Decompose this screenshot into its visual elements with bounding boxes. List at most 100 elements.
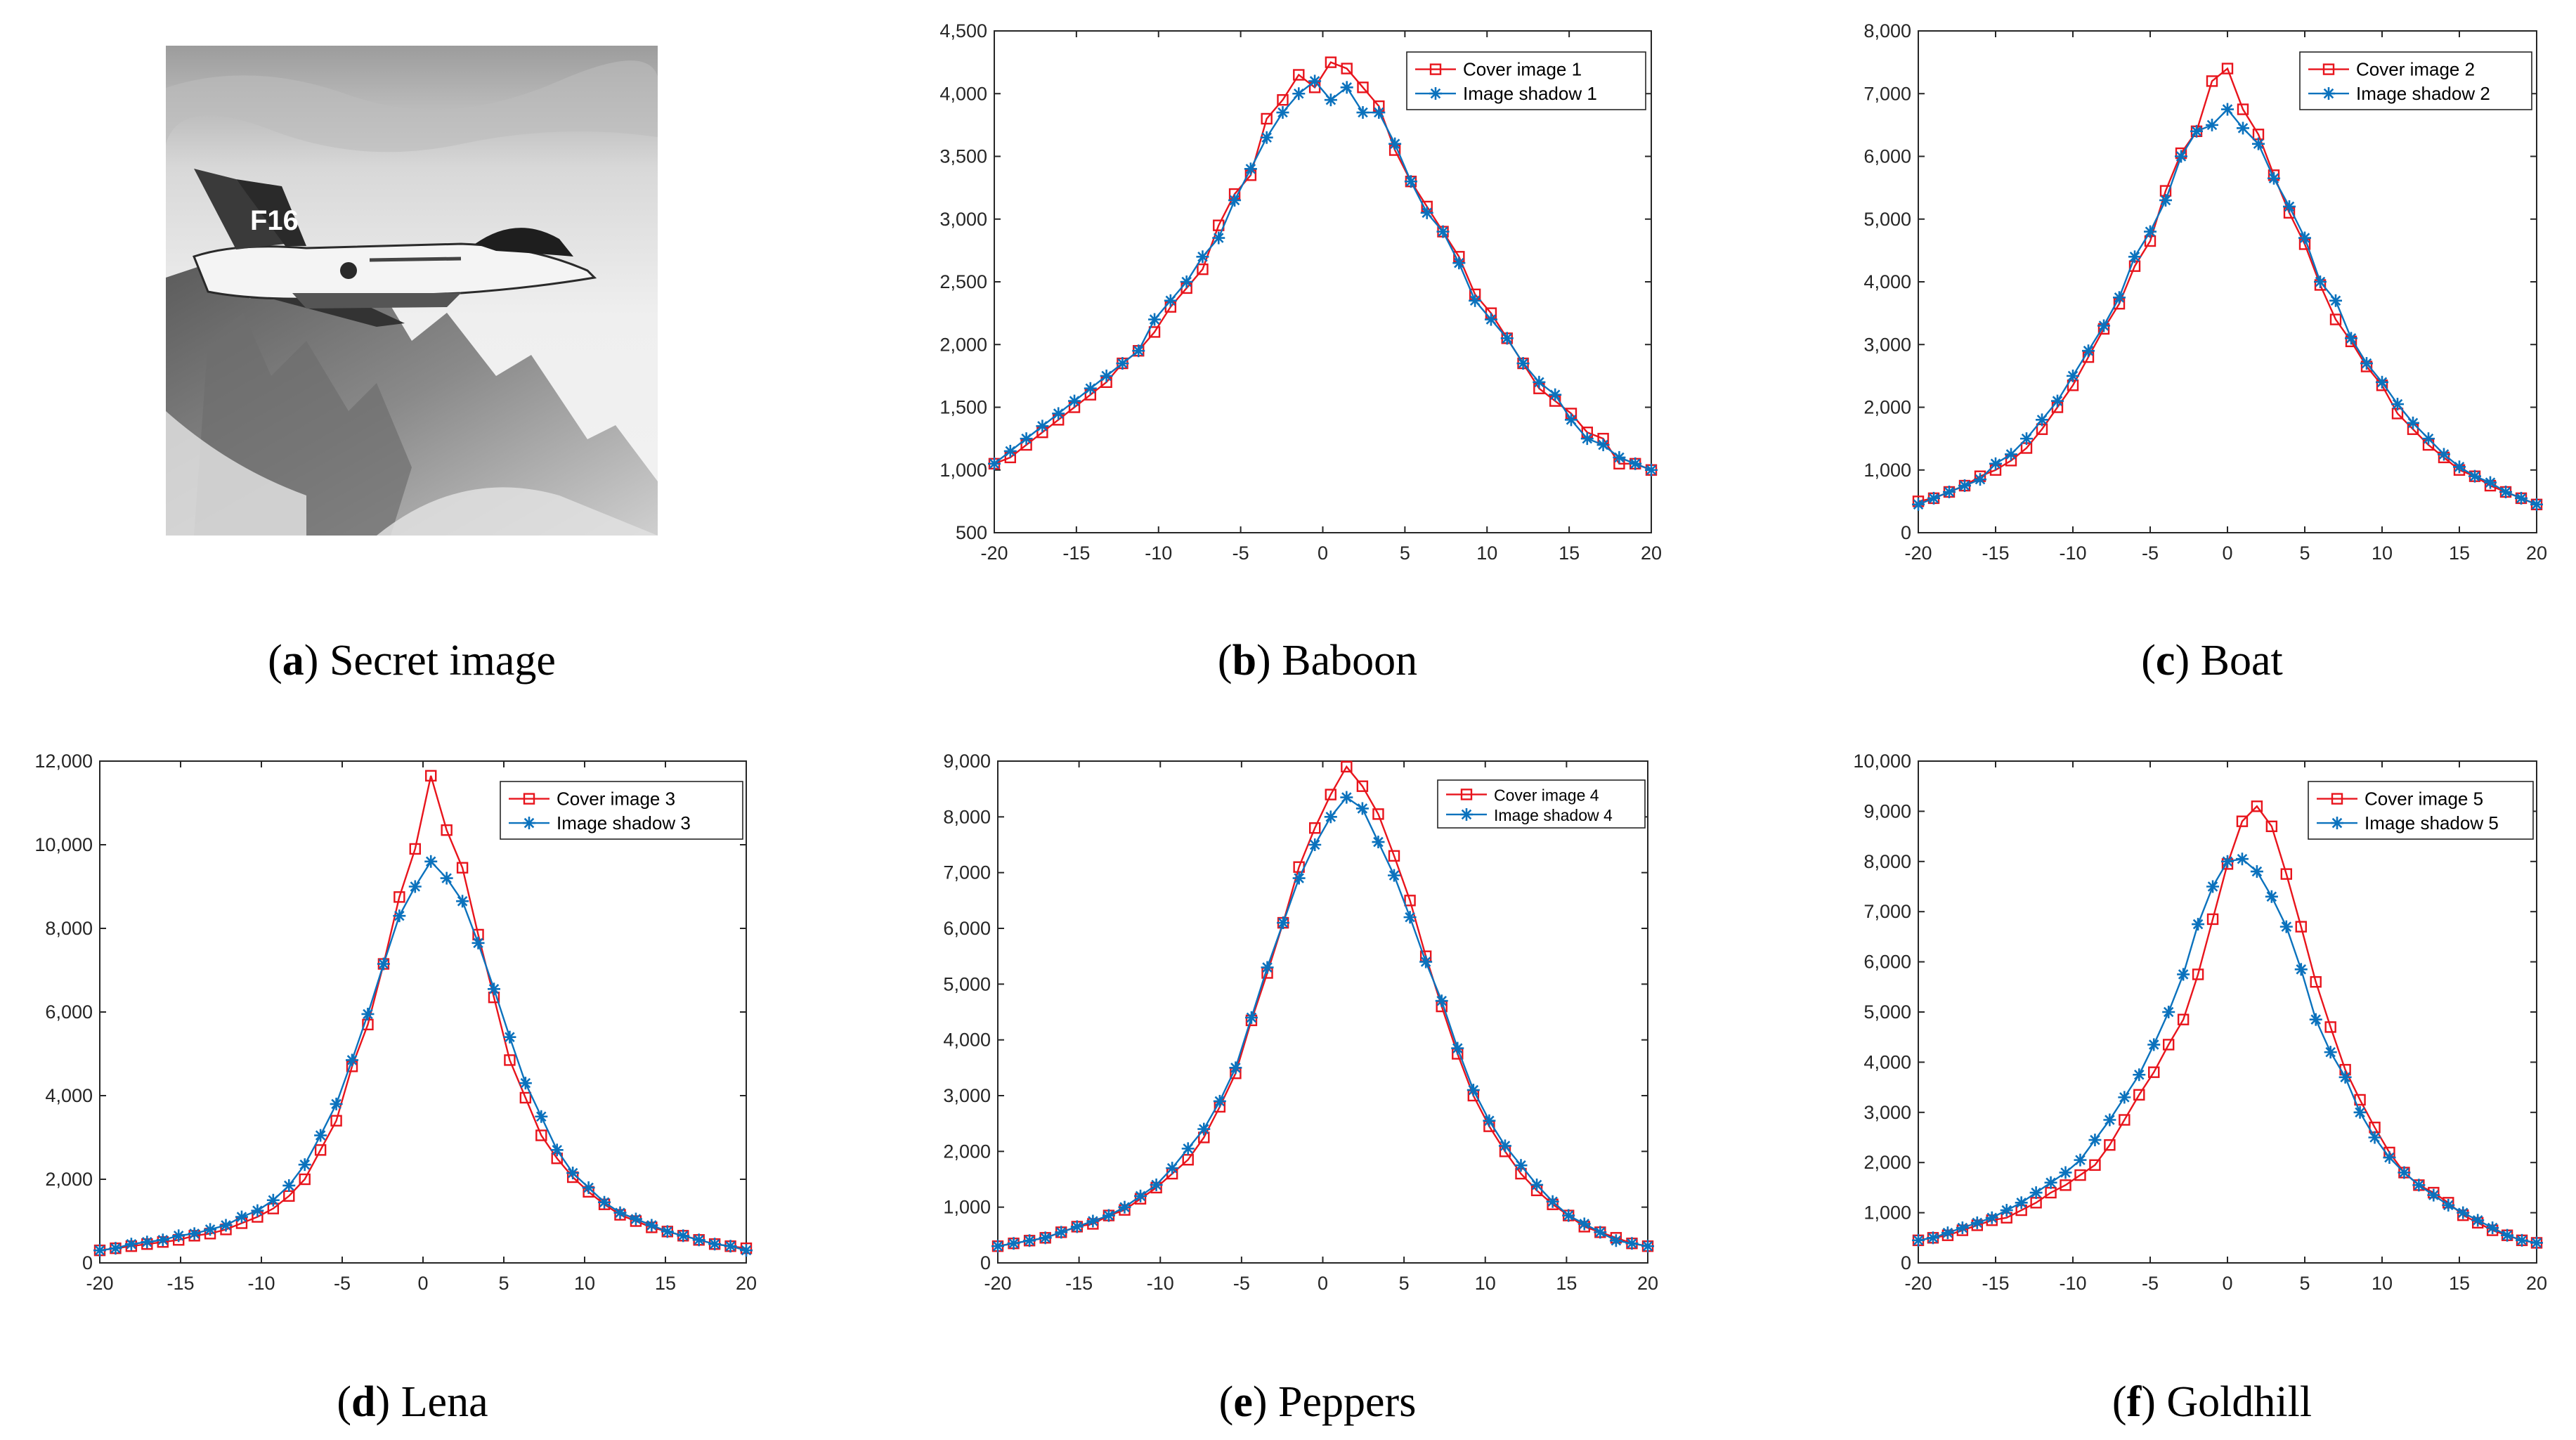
data-point bbox=[988, 457, 1001, 470]
data-point bbox=[1166, 1162, 1179, 1175]
data-point bbox=[2427, 1188, 2440, 1202]
data-point bbox=[1150, 1178, 1163, 1191]
data-point bbox=[2252, 137, 2265, 150]
data-point bbox=[2268, 171, 2280, 185]
data-point bbox=[1308, 838, 1322, 851]
data-point bbox=[93, 1244, 106, 1257]
data-point bbox=[2294, 963, 2308, 976]
data-point bbox=[1261, 961, 1274, 974]
data-point bbox=[1340, 81, 1353, 94]
data-point bbox=[1003, 444, 1017, 458]
data-point bbox=[2457, 1206, 2470, 1219]
data-point bbox=[1229, 1061, 1242, 1075]
y-tick-label: 10,000 bbox=[34, 834, 93, 855]
y-tick-label: 5,000 bbox=[1863, 209, 1911, 230]
data-point bbox=[1308, 74, 1322, 88]
data-point bbox=[2144, 225, 2157, 238]
y-tick-label: 7,000 bbox=[943, 862, 991, 883]
x-tick-label: 20 bbox=[2526, 543, 2547, 564]
data-point bbox=[440, 871, 453, 885]
data-point bbox=[582, 1181, 595, 1194]
data-point bbox=[330, 1115, 342, 1127]
data-point bbox=[2338, 1070, 2352, 1084]
data-point bbox=[1625, 1237, 1639, 1250]
data-point bbox=[2295, 921, 2307, 933]
data-point bbox=[456, 862, 469, 874]
data-point bbox=[629, 1212, 642, 1226]
data-point bbox=[330, 1097, 343, 1110]
data-point bbox=[1958, 479, 1971, 493]
y-tick-label: 4,000 bbox=[45, 1085, 93, 1106]
data-point bbox=[441, 824, 453, 836]
data-point bbox=[1134, 1189, 1147, 1202]
y-tick-label: 7,000 bbox=[1863, 901, 1911, 922]
data-point bbox=[1927, 491, 1940, 505]
caption-b: (b) Baboon bbox=[1217, 637, 1418, 685]
data-point bbox=[2391, 398, 2404, 411]
legend-box bbox=[1406, 51, 1646, 110]
x-tick-label: 10 bbox=[2372, 1273, 2393, 1294]
data-point bbox=[1956, 1221, 1969, 1235]
legend-label: Cover image 5 bbox=[2364, 789, 2483, 810]
data-point bbox=[2036, 413, 2048, 427]
data-point bbox=[1357, 82, 1369, 93]
data-point bbox=[2000, 1204, 2013, 1217]
data-point bbox=[424, 855, 438, 868]
data-point bbox=[1292, 87, 1306, 100]
data-point bbox=[1341, 63, 1353, 74]
data-point bbox=[1388, 850, 1400, 862]
data-point bbox=[1404, 895, 1416, 907]
data-point bbox=[2412, 1179, 2426, 1192]
data-point bbox=[2067, 369, 2079, 382]
y-tick-label: 9,000 bbox=[943, 751, 991, 772]
y-tick-label: 1,000 bbox=[1863, 1202, 1911, 1224]
data-point bbox=[2133, 1068, 2146, 1082]
data-point bbox=[2128, 250, 2141, 264]
data-point bbox=[2074, 1153, 2087, 1167]
data-point bbox=[2398, 1166, 2411, 1179]
data-point bbox=[1403, 911, 1417, 924]
legend-marker bbox=[1429, 87, 1442, 100]
data-point bbox=[2486, 1221, 2499, 1235]
data-point bbox=[2324, 1021, 2336, 1033]
data-point bbox=[1132, 344, 1145, 358]
data-point bbox=[251, 1204, 264, 1217]
data-point bbox=[677, 1229, 690, 1243]
data-point bbox=[1007, 1237, 1020, 1250]
data-point bbox=[1372, 836, 1385, 849]
y-tick-label: 8,000 bbox=[943, 806, 991, 827]
data-point bbox=[2051, 394, 2064, 408]
data-point bbox=[2329, 294, 2342, 307]
y-tick-label: 4,000 bbox=[939, 83, 987, 104]
data-point bbox=[346, 1053, 359, 1067]
data-point bbox=[1244, 162, 1257, 176]
data-point bbox=[1340, 791, 1353, 804]
data-point bbox=[141, 1235, 154, 1249]
data-point bbox=[471, 936, 485, 949]
data-point bbox=[1148, 313, 1162, 326]
y-tick-label: 8,000 bbox=[1863, 851, 1911, 872]
data-point bbox=[2471, 1214, 2485, 1227]
data-point bbox=[2221, 855, 2234, 868]
x-tick-label: -15 bbox=[167, 1273, 194, 1294]
data-point bbox=[1196, 250, 1209, 264]
data-point bbox=[2177, 968, 2190, 981]
legend-box bbox=[1437, 779, 1646, 829]
x-tick-label: -10 bbox=[2059, 1273, 2086, 1294]
x-tick-label: -20 bbox=[980, 543, 1008, 564]
data-point bbox=[1181, 1142, 1195, 1155]
data-point bbox=[2162, 1039, 2175, 1051]
data-point bbox=[2345, 332, 2357, 345]
data-point bbox=[1164, 294, 1177, 307]
data-point bbox=[1469, 294, 1482, 307]
x-tick-label: 10 bbox=[1476, 543, 1497, 564]
x-tick-label: -15 bbox=[1065, 1273, 1093, 1294]
legend-marker bbox=[1460, 807, 1473, 821]
data-point bbox=[2383, 1151, 2396, 1165]
data-point bbox=[519, 1091, 532, 1104]
data-point bbox=[1641, 1240, 1654, 1253]
data-point bbox=[2059, 1166, 2072, 1179]
data-point bbox=[1388, 137, 1402, 150]
data-point bbox=[1596, 439, 1610, 452]
